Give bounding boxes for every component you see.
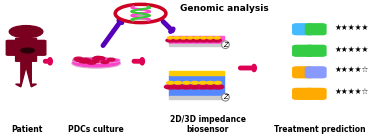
Circle shape — [174, 37, 180, 39]
Circle shape — [94, 56, 102, 60]
Circle shape — [194, 37, 200, 39]
FancyBboxPatch shape — [305, 88, 326, 99]
Circle shape — [208, 37, 213, 39]
Circle shape — [192, 39, 201, 42]
Circle shape — [93, 57, 101, 60]
Circle shape — [93, 61, 99, 62]
Circle shape — [164, 85, 177, 89]
Circle shape — [204, 85, 216, 89]
Circle shape — [98, 57, 104, 59]
Circle shape — [191, 81, 198, 84]
FancyBboxPatch shape — [293, 67, 313, 78]
FancyBboxPatch shape — [293, 45, 313, 56]
FancyBboxPatch shape — [293, 88, 313, 99]
Circle shape — [96, 57, 105, 60]
Text: 2D/3D impedance
biosensor: 2D/3D impedance biosensor — [170, 115, 246, 134]
Circle shape — [199, 81, 207, 84]
Circle shape — [207, 81, 214, 84]
Circle shape — [187, 37, 193, 39]
Circle shape — [197, 85, 209, 89]
Ellipse shape — [73, 58, 119, 62]
Circle shape — [174, 81, 181, 84]
Circle shape — [180, 37, 186, 39]
Circle shape — [206, 39, 215, 42]
Ellipse shape — [73, 58, 119, 67]
Circle shape — [214, 81, 222, 84]
Circle shape — [87, 61, 96, 64]
Circle shape — [172, 39, 181, 42]
Circle shape — [82, 60, 91, 63]
Text: Z: Z — [223, 94, 228, 100]
Circle shape — [82, 58, 88, 61]
Circle shape — [167, 81, 174, 84]
Circle shape — [189, 85, 201, 89]
Ellipse shape — [72, 59, 121, 68]
Text: ★★★★☆: ★★★★☆ — [335, 66, 369, 75]
Circle shape — [212, 39, 222, 42]
Circle shape — [9, 26, 43, 38]
FancyBboxPatch shape — [305, 24, 326, 35]
Circle shape — [74, 57, 83, 60]
Text: Treatment prediction: Treatment prediction — [274, 125, 366, 134]
Circle shape — [167, 37, 174, 39]
Circle shape — [186, 39, 195, 42]
FancyBboxPatch shape — [6, 40, 17, 55]
Circle shape — [101, 61, 108, 64]
FancyBboxPatch shape — [35, 40, 46, 55]
Circle shape — [92, 60, 98, 62]
Text: ★★★★★: ★★★★★ — [335, 23, 369, 32]
Circle shape — [212, 85, 224, 89]
FancyBboxPatch shape — [293, 24, 313, 35]
FancyBboxPatch shape — [169, 36, 223, 44]
Circle shape — [76, 59, 83, 61]
Text: PDCs culture: PDCs culture — [68, 125, 124, 134]
FancyBboxPatch shape — [169, 96, 223, 99]
FancyBboxPatch shape — [169, 44, 223, 46]
Text: ★★★★☆: ★★★★☆ — [335, 88, 369, 97]
FancyBboxPatch shape — [305, 67, 326, 78]
Text: Genomic analysis: Genomic analysis — [180, 4, 269, 13]
Circle shape — [21, 48, 34, 53]
Text: Z: Z — [223, 42, 228, 48]
Circle shape — [180, 85, 192, 89]
FancyBboxPatch shape — [169, 71, 223, 75]
FancyBboxPatch shape — [169, 75, 223, 96]
Circle shape — [183, 81, 190, 84]
Circle shape — [199, 39, 208, 42]
Text: ★★★★★: ★★★★★ — [335, 45, 369, 54]
Circle shape — [84, 59, 91, 62]
Circle shape — [107, 58, 115, 61]
Circle shape — [172, 85, 184, 89]
Circle shape — [79, 60, 88, 63]
Text: Patient: Patient — [11, 125, 42, 134]
Circle shape — [179, 39, 188, 42]
Polygon shape — [15, 38, 37, 87]
FancyBboxPatch shape — [305, 45, 326, 56]
Circle shape — [166, 39, 175, 42]
Circle shape — [201, 37, 207, 39]
Circle shape — [214, 37, 220, 39]
Circle shape — [81, 59, 87, 61]
